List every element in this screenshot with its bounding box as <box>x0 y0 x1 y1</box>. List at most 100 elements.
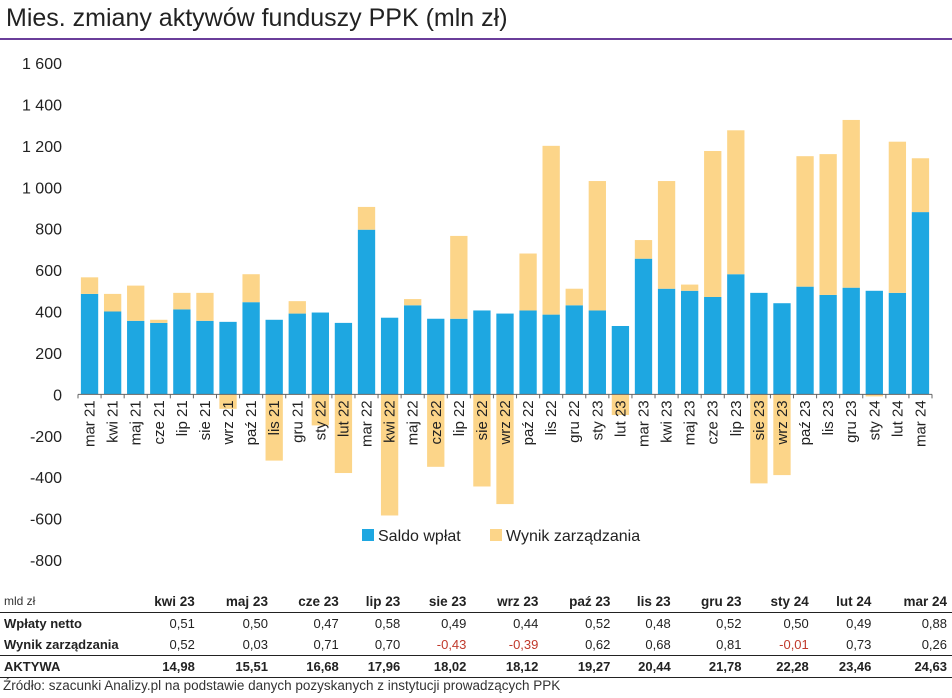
x-tick-label: paź 23 <box>797 400 814 445</box>
x-tick-label: kwi 22 <box>382 400 399 443</box>
legend-label-wynik: Wynik zarządzania <box>506 528 640 545</box>
table-cell: 0,58 <box>374 616 401 631</box>
bar-saldo-wplat <box>888 292 907 395</box>
bar-saldo-wplat <box>565 305 583 395</box>
bar-saldo-wplat <box>288 313 306 395</box>
table-cell: 16,68 <box>306 659 339 674</box>
table-cell: 0,48 <box>645 616 671 631</box>
table-cell: 21,78 <box>708 659 742 674</box>
table-body: Wpłaty netto 0,51 0,50 0,47 0,58 0,49 0,44 0,52… <box>0 613 952 678</box>
x-tick-label: sty 23 <box>589 400 606 440</box>
table-column-header: lut 24 <box>836 594 872 609</box>
title-underline <box>0 38 952 40</box>
x-tick-label: lip 23 <box>728 400 745 436</box>
bar-saldo-wplat <box>242 302 260 395</box>
x-tick-label: maj 21 <box>128 400 145 445</box>
legend-swatch-saldo <box>362 529 374 541</box>
x-tick-label: sie 21 <box>197 400 214 440</box>
bar-saldo-wplat <box>173 309 191 395</box>
y-tick-label: 1 000 <box>22 180 62 197</box>
bar-saldo-wplat <box>103 311 122 395</box>
bar-saldo-wplat <box>427 318 445 395</box>
bar-saldo-wplat <box>380 317 399 395</box>
bar-saldo-wplat <box>634 258 653 395</box>
table-column-header: cze 23 <box>298 594 339 609</box>
bar-wynik-zarzadzania <box>911 158 930 213</box>
x-tick-label: gru 21 <box>289 400 306 443</box>
y-tick-label: -200 <box>30 429 62 446</box>
legend: Saldo wpłat Wynik zarządzania <box>362 528 640 545</box>
x-tick-label: mar 23 <box>635 400 652 447</box>
x-tick-label: kwi 23 <box>659 400 676 443</box>
x-axis: mar 21 kwi 21 maj 21 cze 21 lip 21 sie 21 wrz … <box>77 393 933 447</box>
bar-wynik-zarzadzania <box>219 394 237 409</box>
bar-saldo-wplat <box>796 286 814 395</box>
table-cell: 15,51 <box>235 659 268 674</box>
table-cell: 0,49 <box>441 616 467 631</box>
bar-wynik-zarzadzania <box>796 156 814 287</box>
table-cell: 0,88 <box>921 616 947 631</box>
bar-saldo-wplat <box>704 297 722 395</box>
table-cell: 0,49 <box>846 616 872 631</box>
table-row: Wpłaty netto 0,51 0,50 0,47 0,58 0,49 0,44 0,52… <box>0 613 952 635</box>
table-column-header: lis 23 <box>636 594 671 609</box>
data-table: mld zł kwi 23 maj 23 cze 23 lip 23 sie 23 wrz… <box>0 591 952 678</box>
table-cell: 19,27 <box>577 659 611 674</box>
table-cell: 24,63 <box>914 659 947 674</box>
bar-wynik-zarzadzania <box>127 285 145 321</box>
y-tick-label: 600 <box>35 263 62 280</box>
x-tick-label: paź 22 <box>520 400 537 445</box>
table-column-header: wrz 23 <box>497 594 539 609</box>
x-tick-label: lut 24 <box>889 400 906 437</box>
bar-wynik-zarzadzania <box>380 394 399 516</box>
bar-wynik-zarzadzania <box>334 394 353 474</box>
x-tick-label: mar 24 <box>912 400 929 447</box>
table-row-label: AKTYWA <box>4 659 61 674</box>
x-tick-label: cze 21 <box>151 400 168 444</box>
bar-wynik-zarzadzania <box>704 151 722 298</box>
table-column-header: kwi 23 <box>154 594 195 609</box>
table-column-header: mar 24 <box>903 594 947 609</box>
bar-saldo-wplat <box>219 321 237 395</box>
x-tick-label: cze 22 <box>428 400 445 444</box>
table-cell: 0,52 <box>585 616 611 631</box>
bar-wynik-zarzadzania <box>565 288 583 306</box>
table-cell: 14,98 <box>162 659 195 674</box>
bar-saldo-wplat <box>311 312 330 395</box>
table-column-header: sie 23 <box>428 594 467 609</box>
bars <box>80 119 930 516</box>
table-row-label: Wpłaty netto <box>4 616 82 631</box>
bar-wynik-zarzadzania <box>103 293 122 312</box>
x-tick-label: sie 23 <box>751 400 768 440</box>
bar-wynik-zarzadzania <box>288 301 306 314</box>
x-tick-label: gru 23 <box>843 400 860 443</box>
x-tick-label: lut 23 <box>612 400 629 437</box>
bar-wynik-zarzadzania <box>680 284 699 291</box>
y-tick-label: -600 <box>30 512 62 529</box>
source-note: Źródło: szacunki Analizy.pl na podstawie… <box>3 678 561 693</box>
legend-swatch-wynik <box>490 529 502 541</box>
bar-wynik-zarzadzania <box>450 235 468 319</box>
x-tick-label: lis 22 <box>543 400 560 435</box>
bar-wynik-zarzadzania <box>611 394 630 416</box>
table-row-label: Wynik zarządzania <box>4 637 119 652</box>
bar-saldo-wplat <box>588 310 606 395</box>
table-cell: 0,52 <box>169 637 195 652</box>
bar-wynik-zarzadzania <box>496 394 514 505</box>
bar-wynik-zarzadzania <box>519 253 537 311</box>
table-cell: 0,62 <box>585 637 611 652</box>
table-cell: 0,44 <box>513 616 539 631</box>
x-tick-label: lis 21 <box>266 400 283 435</box>
bar-wynik-zarzadzania <box>80 277 99 294</box>
table-cell: 0,50 <box>242 616 268 631</box>
table-cell: 0,52 <box>716 616 742 631</box>
table-cell: 22,28 <box>776 659 809 674</box>
x-tick-label: lip 22 <box>451 400 468 436</box>
y-tick-label: 1 200 <box>22 139 62 156</box>
chart-title: Mies. zmiany aktywów funduszy PPK (mln z… <box>6 4 508 32</box>
y-tick-label: 200 <box>35 346 62 363</box>
bar-wynik-zarzadzania <box>634 240 653 259</box>
bar-saldo-wplat <box>334 322 353 395</box>
table-cell: 18,02 <box>433 659 467 674</box>
table-cell: -0,01 <box>779 637 809 652</box>
